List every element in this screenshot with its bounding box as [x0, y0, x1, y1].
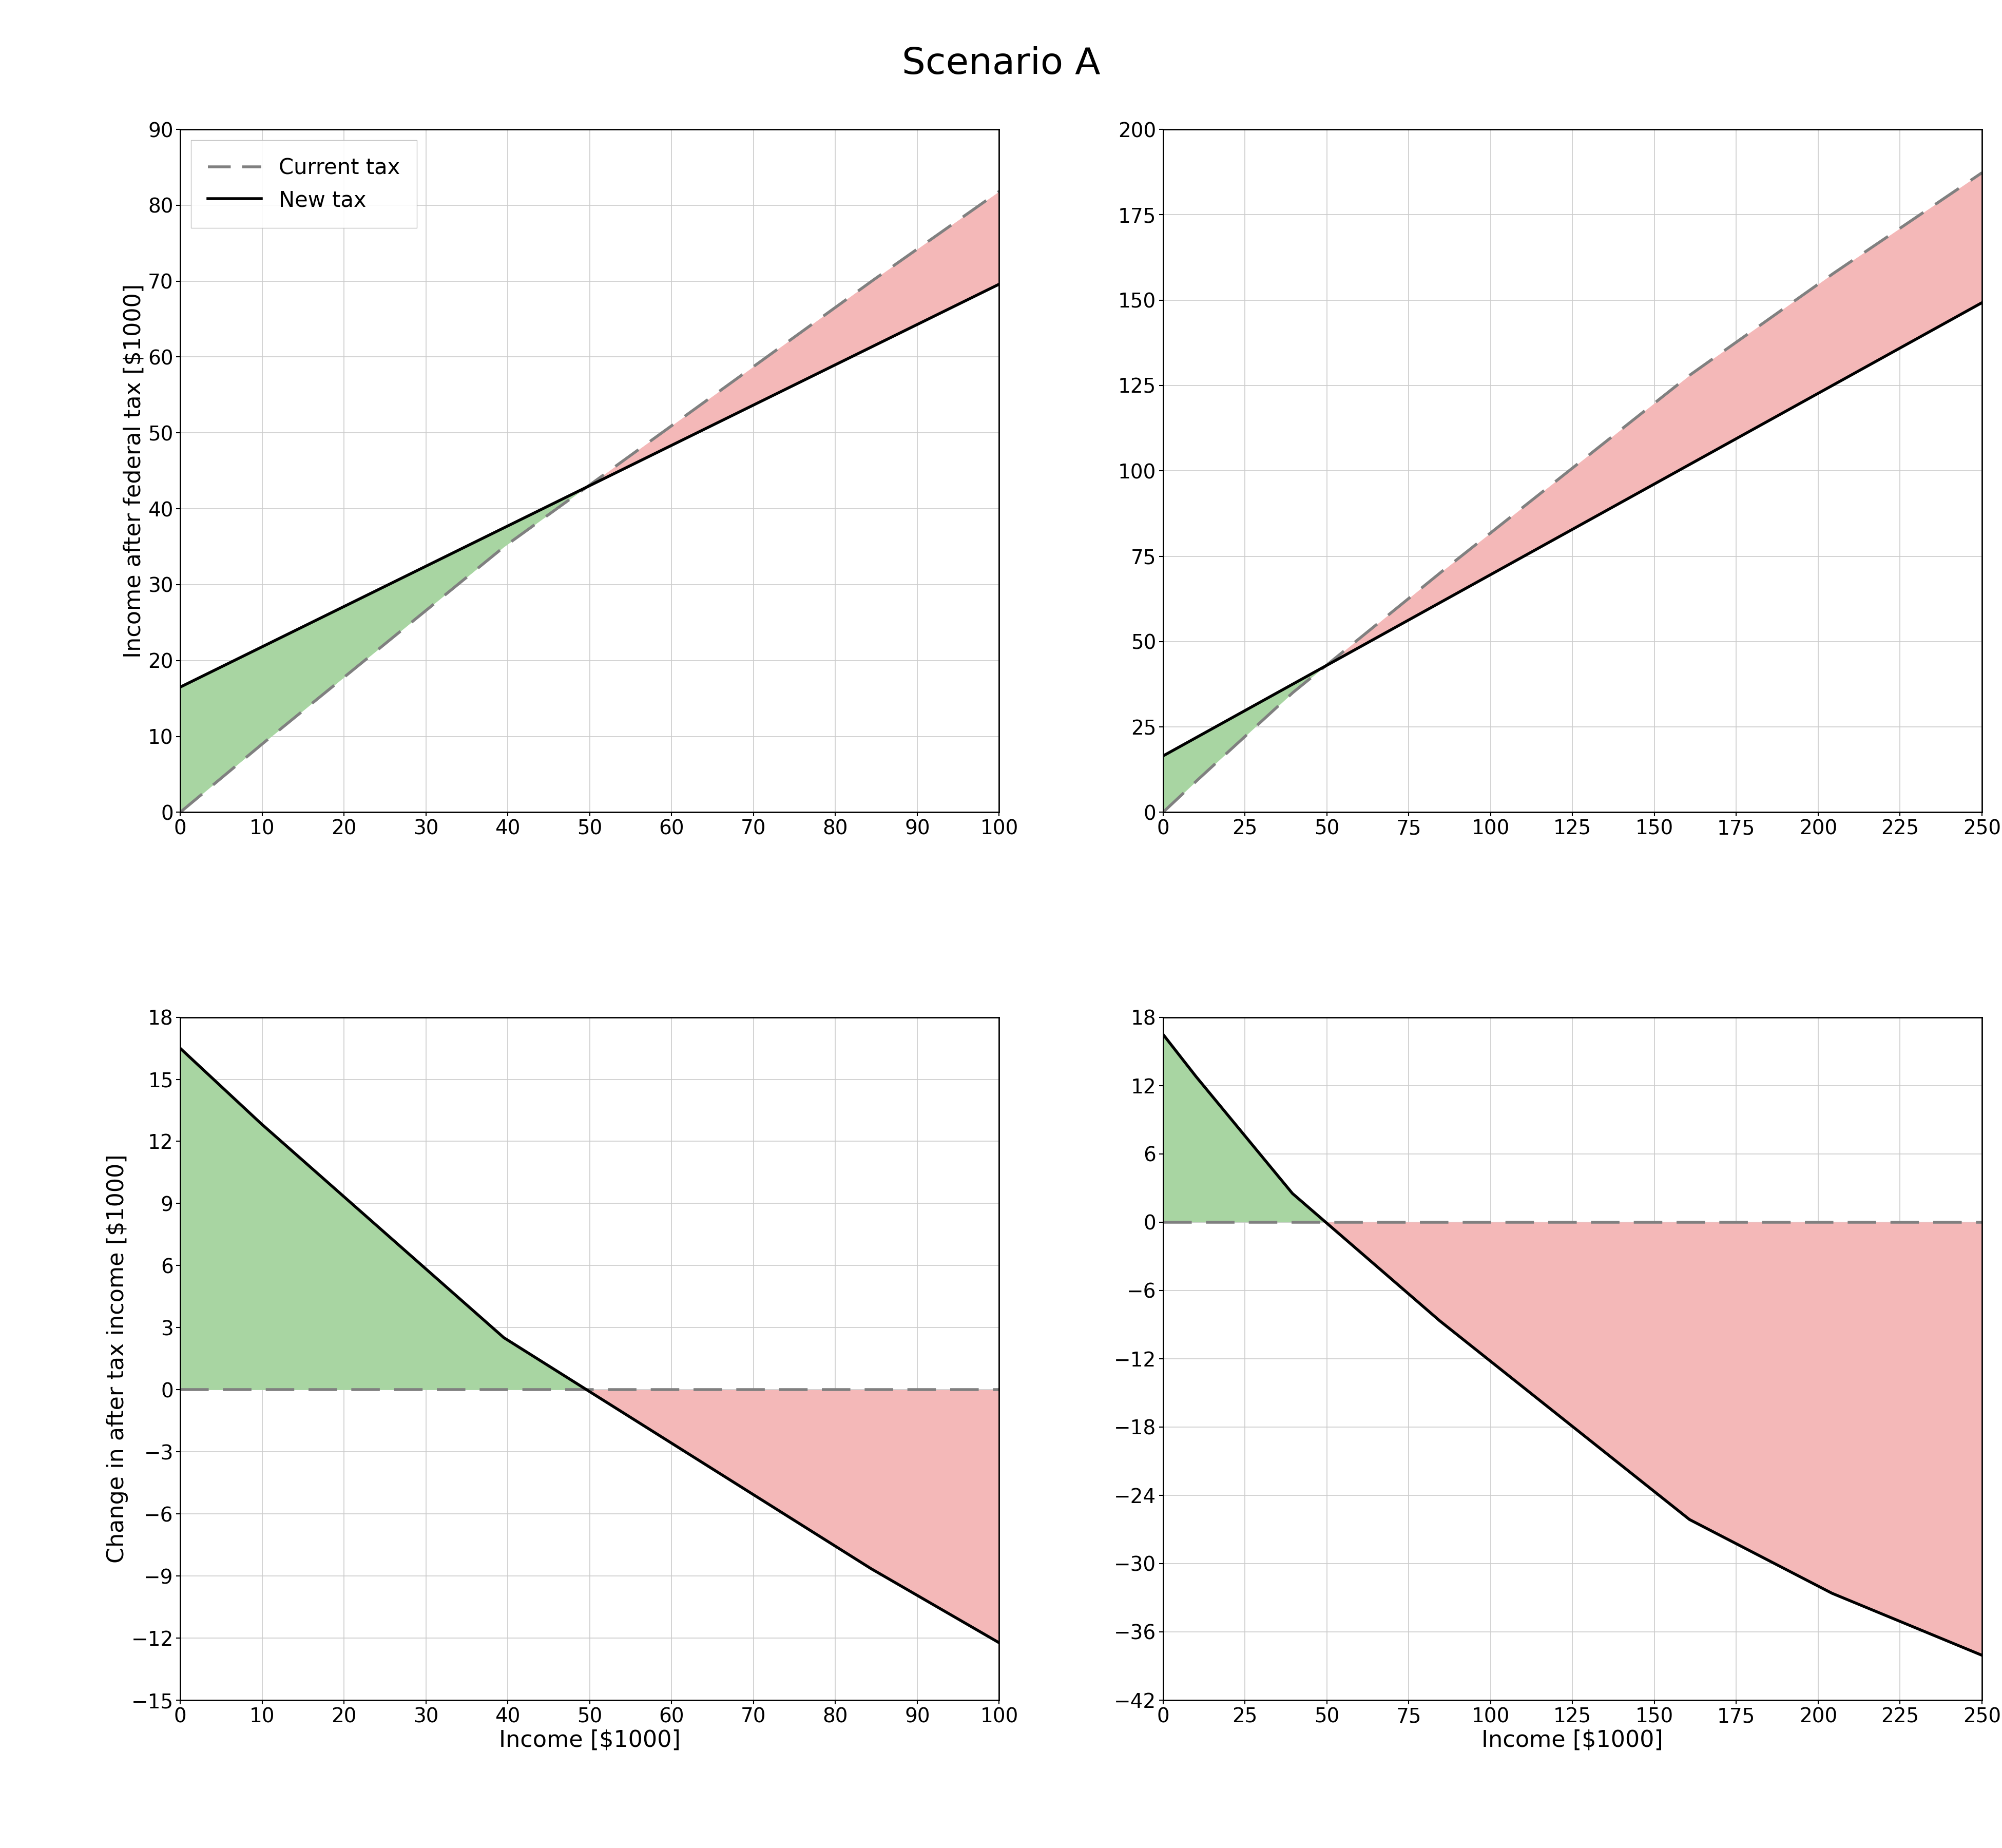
Text: Scenario A: Scenario A	[901, 46, 1101, 81]
Y-axis label: Income after federal tax [$1000]: Income after federal tax [$1000]	[122, 283, 144, 658]
X-axis label: Income [$1000]: Income [$1000]	[1481, 1730, 1664, 1752]
Y-axis label: Change in after tax income [$1000]: Change in after tax income [$1000]	[106, 1155, 128, 1563]
X-axis label: Income [$1000]: Income [$1000]	[498, 1730, 681, 1752]
Legend: Current tax, New tax: Current tax, New tax	[190, 140, 416, 227]
